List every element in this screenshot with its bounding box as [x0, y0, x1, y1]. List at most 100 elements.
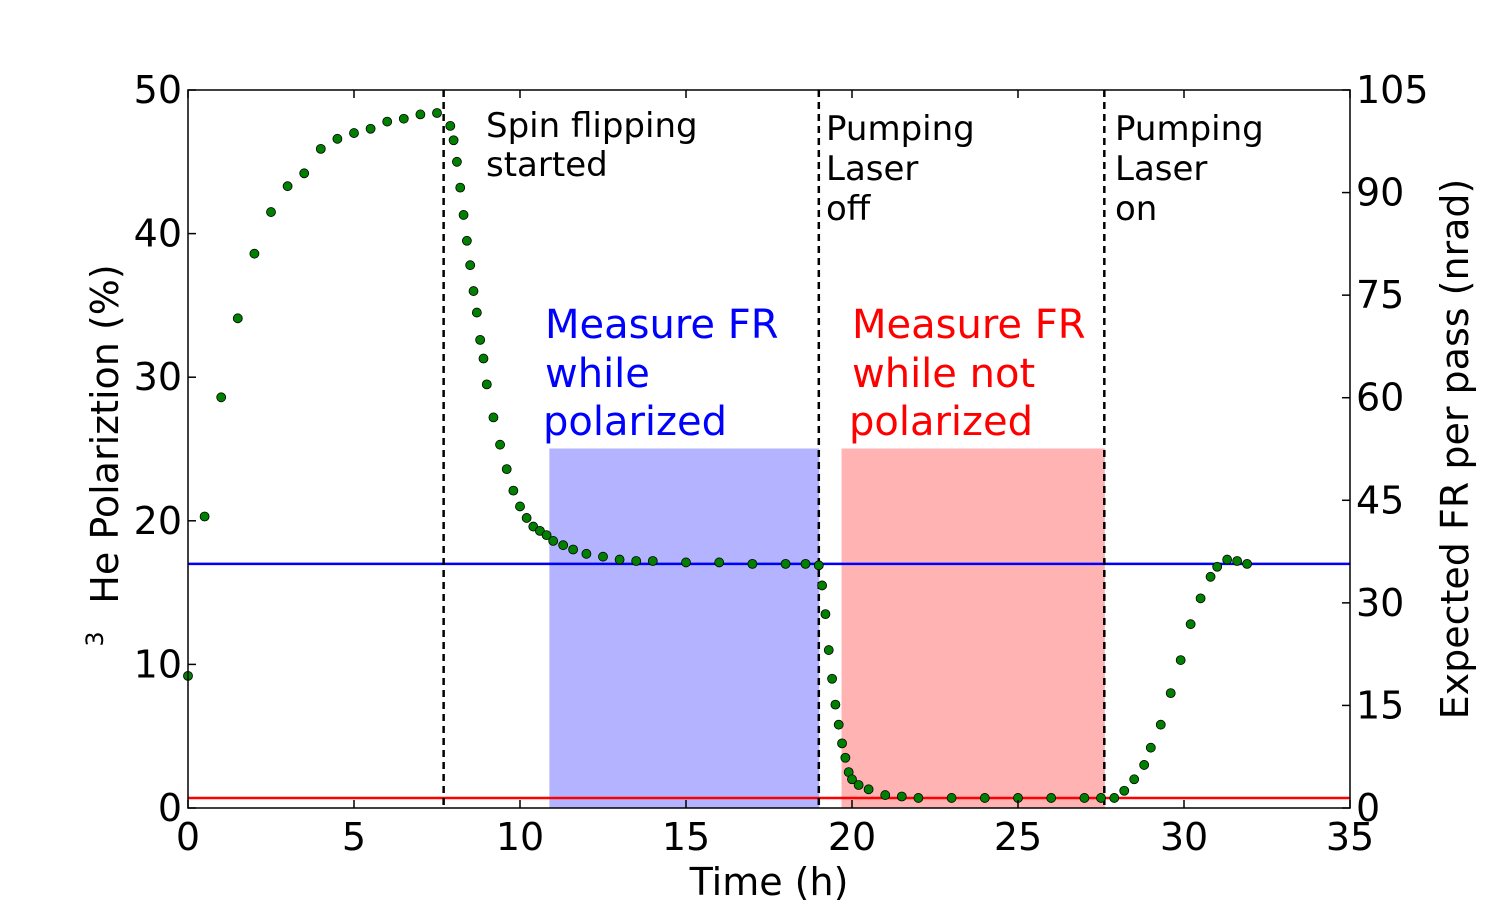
axis-ticks: 0 5 10 15 20 25 30 3501020304050015304560759010…	[134, 68, 1429, 859]
y2-tick-label: 45	[1356, 478, 1404, 522]
data-point	[820, 609, 831, 620]
data-point	[714, 557, 725, 568]
shaded-spans	[549, 448, 1105, 809]
annot-measure-unpolarized-line1: Measure FR	[852, 302, 1086, 348]
plot-frame	[187, 89, 1351, 809]
data-point	[817, 580, 828, 591]
x-tick-label: 15	[662, 815, 710, 859]
x-tick-label: 0	[176, 815, 200, 859]
data-point	[1212, 561, 1223, 572]
reference-lines	[188, 562, 1350, 800]
data-point	[880, 790, 891, 800]
y2-tick-label: 60	[1356, 376, 1404, 420]
data-point	[598, 551, 608, 562]
y-tick-label: 40	[134, 212, 182, 256]
y2-tick-label: 105	[1356, 68, 1429, 112]
annot-laser-off-line2: Laser	[826, 149, 918, 189]
data-point	[448, 135, 459, 146]
y2-tick-label: 0	[1356, 786, 1380, 830]
measure-polarized-span	[549, 448, 820, 809]
data-point	[837, 738, 847, 749]
data-point	[282, 181, 293, 192]
data-point	[475, 334, 486, 345]
x-tick-label: 5	[342, 815, 366, 859]
data-point	[495, 439, 505, 450]
data-point	[913, 793, 924, 803]
y-tick-label: 50	[134, 68, 182, 112]
data-point	[541, 530, 552, 541]
data-point	[266, 207, 276, 217]
data-point	[216, 392, 227, 403]
y2-tick-label: 90	[1356, 171, 1404, 215]
data-point	[1096, 793, 1106, 803]
x-tick-label: 35	[1326, 815, 1374, 859]
measure-unpolarized-span	[841, 448, 1105, 809]
y2-axis-title: Expected FR per pass (nrad)	[1433, 179, 1477, 720]
x-tick-label: 30	[1160, 815, 1208, 859]
data-point	[847, 774, 857, 785]
data-point	[1109, 793, 1120, 803]
annot-measure-polarized-line3: polarized	[543, 399, 727, 445]
data-point	[863, 784, 874, 795]
data-point	[521, 513, 532, 523]
data-point	[853, 780, 864, 790]
annot-measure-polarized-line1: Measure FR	[545, 302, 779, 348]
data-point	[681, 557, 691, 568]
data-point	[508, 485, 519, 496]
data-point	[896, 791, 907, 802]
data-point	[1185, 619, 1196, 630]
data-point	[1175, 655, 1186, 665]
data-point	[780, 558, 791, 569]
annot-laser-on-line3: on	[1115, 189, 1157, 229]
data-point	[1222, 554, 1233, 565]
data-point	[445, 121, 456, 131]
data-point	[461, 235, 472, 246]
data-point	[631, 556, 642, 566]
data-point	[946, 793, 957, 803]
data-point	[232, 313, 243, 324]
x-axis-title: Time (h)	[689, 860, 849, 900]
data-point	[471, 307, 482, 318]
data-point	[840, 752, 851, 763]
annot-laser-on-line2: Laser	[1115, 149, 1207, 189]
data-point	[315, 143, 326, 154]
data-point	[747, 558, 758, 569]
data-point	[833, 719, 844, 730]
data-point	[199, 511, 210, 522]
x-tick-label: 25	[994, 815, 1042, 859]
y-axis-title: 3 He Polariztion (%)	[81, 264, 127, 646]
y-axis-title-superscript: 3	[81, 631, 109, 646]
data-point	[1195, 593, 1206, 604]
annot-laser-on-line1: Pumping	[1115, 109, 1264, 149]
data-point	[1145, 742, 1156, 753]
data-point	[1129, 774, 1140, 785]
data-point	[398, 113, 409, 124]
data-point	[568, 544, 579, 555]
data-point	[415, 109, 426, 120]
x-tick-label: 10	[496, 815, 544, 859]
data-point	[478, 353, 489, 364]
data-point	[299, 168, 310, 179]
data-point	[1079, 793, 1090, 803]
y-tick-label: 20	[134, 499, 182, 543]
data-point	[581, 548, 592, 559]
y-tick-label: 10	[134, 642, 182, 686]
data-point	[481, 379, 492, 390]
data-point	[249, 248, 260, 259]
data-point	[458, 210, 469, 220]
data-point	[452, 156, 462, 167]
data-point	[455, 182, 466, 193]
data-point	[647, 556, 658, 566]
y2-tick-label: 15	[1356, 683, 1404, 727]
annot-spin-flipping-line2: started	[486, 145, 608, 185]
y-axis-title-text: He Polariztion (%)	[83, 264, 127, 603]
y-tick-label: 0	[158, 786, 182, 830]
data-point	[501, 464, 512, 475]
annot-measure-polarized-line2: while	[545, 351, 650, 397]
data-point	[432, 108, 442, 118]
data-point	[1155, 719, 1166, 730]
data-point	[800, 558, 811, 569]
data-point	[830, 699, 841, 710]
data-point	[827, 673, 837, 684]
